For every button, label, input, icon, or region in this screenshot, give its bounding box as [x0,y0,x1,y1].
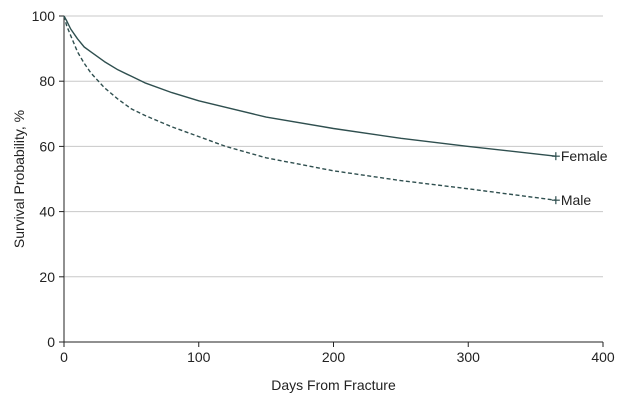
x-tick-label-300: 300 [457,349,481,365]
end-marker-female [551,152,560,161]
y-tick-label-0: 0 [47,334,55,350]
series: Female Male [63,15,608,208]
x-tick-label-400: 400 [591,349,615,365]
x-tick-label-200: 200 [322,349,346,365]
y-tick-label-40: 40 [39,204,55,220]
grid-lines [64,15,603,278]
tick-marks: 0 20 40 60 80 100 0 100 200 300 400 [32,8,615,365]
series-label-male: Male [561,192,592,208]
x-axis-title: Days From Fracture [271,377,396,393]
axes [63,16,603,343]
x-tick-label-0: 0 [60,349,68,365]
y-tick-label-20: 20 [39,269,55,285]
y-tick-label-60: 60 [39,138,55,154]
y-tick-label-100: 100 [32,8,56,24]
y-axis-title: Survival Probability, % [11,110,27,248]
y-tick-label-80: 80 [39,73,55,89]
series-label-female: Female [561,148,608,164]
x-tick-label-100: 100 [187,349,211,365]
series-line-male [63,15,556,201]
end-marker-male [551,196,560,205]
series-line-female [63,15,556,157]
